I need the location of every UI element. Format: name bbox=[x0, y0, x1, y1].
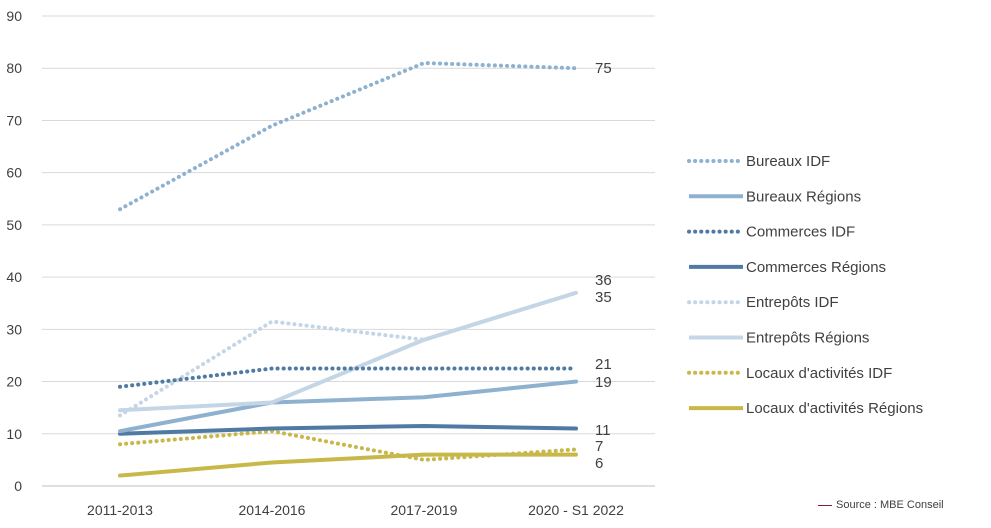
end-label: 19 bbox=[595, 374, 612, 391]
y-tick-label: 70 bbox=[6, 112, 22, 128]
legend: Bureaux IDF Bureaux Régions Commerces IDF C… bbox=[687, 153, 923, 417]
series-line bbox=[118, 452, 578, 478]
legend-label: Bureaux IDF bbox=[746, 153, 830, 170]
y-tick-label: 90 bbox=[6, 8, 22, 24]
y-tick-label: 60 bbox=[6, 165, 22, 181]
end-label: 35 bbox=[595, 289, 612, 306]
legend-label: Entrepôts Régions bbox=[746, 330, 869, 347]
x-tick-label: 2011-2013 bbox=[87, 502, 153, 518]
source-note: Source : MBE Conseil bbox=[818, 499, 944, 511]
series-lines bbox=[118, 61, 578, 478]
y-tick-label: 20 bbox=[6, 374, 22, 390]
series-line bbox=[118, 290, 578, 413]
x-axis: 2011-2013 2014-2016 2017-2019 2020 - S1 202… bbox=[87, 502, 624, 518]
y-tick-label: 10 bbox=[6, 426, 22, 442]
gridlines bbox=[42, 15, 655, 487]
legend-label: Locaux d'activités IDF bbox=[746, 365, 892, 382]
y-tick-label: 40 bbox=[6, 269, 22, 285]
y-axis: 0 10 20 30 40 50 60 70 80 90 bbox=[6, 8, 22, 494]
series-line bbox=[118, 290, 578, 418]
end-label: 36 bbox=[595, 272, 612, 289]
legend-label: Locaux d'activités Régions bbox=[746, 400, 923, 417]
series-line bbox=[118, 423, 578, 436]
y-tick-label: 30 bbox=[6, 321, 22, 337]
end-label: 6 bbox=[595, 455, 603, 472]
end-label: 7 bbox=[595, 438, 603, 455]
y-tick-label: 80 bbox=[6, 60, 22, 76]
x-tick-label: 2020 - S1 2022 bbox=[528, 502, 624, 518]
series-line bbox=[118, 61, 578, 212]
source-text: Source : MBE Conseil bbox=[836, 499, 944, 511]
source-dash bbox=[818, 504, 832, 506]
series-line bbox=[118, 379, 578, 434]
x-tick-label: 2017-2019 bbox=[391, 502, 458, 518]
series-line bbox=[118, 429, 578, 462]
y-tick-label: 50 bbox=[6, 217, 22, 233]
end-label: 75 bbox=[595, 60, 612, 77]
x-tick-label: 2014-2016 bbox=[239, 502, 306, 518]
legend-label: Bureaux Régions bbox=[746, 188, 861, 205]
legend-label: Commerces Régions bbox=[746, 259, 886, 276]
y-tick-label: 0 bbox=[14, 478, 22, 494]
legend-label: Commerces IDF bbox=[746, 224, 855, 241]
end-label: 21 bbox=[595, 356, 612, 373]
legend-label: Entrepôts IDF bbox=[746, 294, 839, 311]
end-label: 11 bbox=[595, 422, 611, 439]
